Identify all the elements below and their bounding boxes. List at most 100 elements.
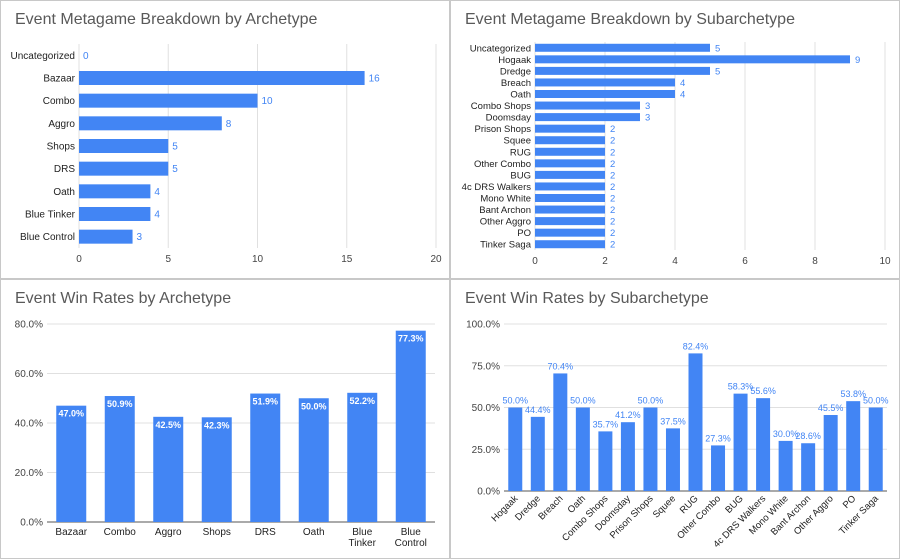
subarchetype-winrate-panel: Event Win Rates by Subarchetype 0.0% 25.0… [450, 279, 900, 559]
archetype-breakdown-chart: 0 5 10 15 20 Uncategorized 0 Bazaar 16 Combo 10 Agg… [11, 44, 442, 265]
x-tick-label: 20 [430, 254, 442, 265]
data-label: 50.0% [863, 396, 889, 406]
bar [535, 66, 710, 75]
bar [79, 116, 222, 131]
archetype-breakdown-panel: Event Metagame Breakdown by Archetype 0 5… [0, 0, 450, 279]
y-tick-label: 50.0% [472, 403, 500, 414]
bar [665, 428, 680, 491]
bar [535, 43, 710, 52]
data-label: 2 [610, 217, 615, 228]
data-label: 55.6% [750, 386, 776, 396]
y-tick-label: 20.0% [15, 468, 43, 479]
data-label: 2 [610, 182, 615, 193]
bar [56, 405, 87, 522]
category-label: Uncategorized [470, 43, 531, 54]
category-label: Aggro [48, 119, 75, 130]
bar [79, 139, 169, 153]
bar [733, 393, 748, 491]
data-label: 3 [137, 232, 143, 243]
category-label: Shops [203, 527, 231, 538]
data-label: 9 [855, 55, 860, 66]
data-label: 2 [610, 228, 615, 239]
data-label: 3 [645, 113, 650, 124]
bar [711, 445, 726, 491]
y-tick-label: 40.0% [15, 419, 43, 430]
bar [535, 194, 605, 202]
bar [535, 147, 605, 156]
data-label: 2 [610, 170, 615, 181]
category-label: Oath [510, 90, 531, 101]
x-tick-label: 0 [76, 254, 82, 265]
category-label: Oath [303, 527, 325, 538]
category-label: Squee [651, 493, 678, 520]
bar [395, 330, 426, 522]
data-label: 42.3% [204, 420, 230, 430]
x-tick-label: 10 [252, 254, 264, 265]
category-label: PO [841, 493, 858, 510]
data-label: 0 [83, 51, 89, 62]
category-label: DRS [54, 164, 75, 175]
data-label: 2 [610, 205, 615, 216]
category-label: Aggro [155, 527, 182, 538]
data-label: 4 [154, 210, 160, 221]
data-label: 44.4% [525, 405, 551, 415]
data-label: 50.0% [638, 396, 664, 406]
data-label: 41.2% [615, 410, 641, 420]
data-label: 5 [172, 142, 178, 153]
bar [535, 228, 605, 237]
data-label: 53.8% [840, 389, 866, 399]
bar [846, 401, 861, 491]
category-label: Bazaar [43, 74, 75, 85]
data-label: 47.0% [58, 409, 84, 419]
category-label: 4c DRS Walkers [462, 182, 532, 193]
subarchetype-breakdown-panel: Event Metagame Breakdown by Subarchetype… [450, 0, 900, 279]
category-label: Bant Archon [479, 205, 531, 216]
data-label: 82.4% [683, 341, 709, 351]
data-label: 77.3% [398, 334, 424, 344]
category-label: Bazaar [55, 527, 87, 538]
data-label: 10 [262, 96, 274, 107]
category-label: Blue Control [20, 232, 75, 243]
category-label: RUG [510, 147, 531, 158]
category-label: Blue [352, 527, 372, 538]
bar [535, 90, 675, 98]
data-label: 16 [369, 74, 381, 85]
data-label: 70.4% [548, 361, 574, 371]
bar [756, 398, 771, 491]
data-label: 28.6% [795, 431, 821, 441]
bar [535, 170, 605, 179]
category-label: Prison Shops [474, 124, 531, 135]
archetype-winrate-panel: Event Win Rates by Archetype 0.0% 20.0% 40… [0, 279, 450, 559]
data-label: 2 [610, 194, 615, 205]
category-label: Breach [536, 493, 565, 522]
data-label: 2 [610, 147, 615, 158]
bar [553, 373, 568, 491]
data-label: 58.3% [728, 382, 754, 392]
category-label: Other Aggro [480, 217, 531, 228]
bar [104, 396, 135, 522]
x-tick-label: 2 [602, 256, 608, 267]
data-label: 37.5% [660, 416, 686, 426]
category-label: Combo Shops [471, 101, 531, 112]
category-label: Tinker [349, 538, 377, 549]
category-label: Blue Tinker [25, 210, 76, 221]
data-label: 51.9% [252, 397, 278, 407]
bar [535, 217, 605, 226]
x-tick-label: 5 [165, 254, 171, 265]
category-label: PO [517, 228, 531, 239]
category-label: Combo [43, 96, 76, 107]
chart-title: Event Metagame Breakdown by Subarchetype [465, 11, 795, 28]
data-label: 52.2% [349, 396, 375, 406]
x-tick-label: 6 [742, 256, 748, 267]
y-tick-label: 80.0% [15, 320, 43, 331]
chart-title: Event Win Rates by Archetype [15, 290, 232, 307]
subarchetype-breakdown-chart: 0 2 4 6 8 10 Uncategorized 5 Hogaak 9 Dredge 5 Breac… [462, 42, 891, 267]
bar [823, 415, 838, 491]
data-label: 42.5% [155, 420, 181, 430]
y-tick-label: 60.0% [15, 369, 43, 380]
category-label: Mono White [480, 194, 531, 205]
data-label: 50.9% [107, 399, 133, 409]
data-label: 50.0% [502, 396, 528, 406]
bar [79, 71, 365, 85]
category-label: Control [395, 538, 427, 549]
